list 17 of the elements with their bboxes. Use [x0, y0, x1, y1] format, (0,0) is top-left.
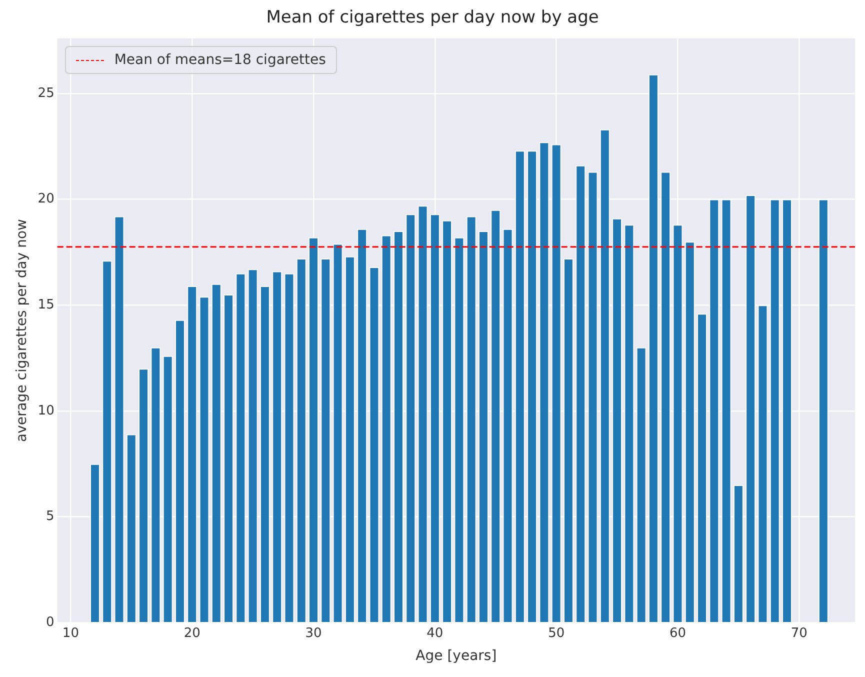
y-tick-label: 5: [46, 509, 54, 524]
x-tick-label: 20: [184, 626, 200, 641]
x-axis-title: Age [years]: [416, 648, 497, 664]
legend-label: Mean of means=18 cigarettes: [114, 52, 326, 68]
y-axis-title: average cigarettes per day now: [14, 218, 30, 442]
x-tick-label: 40: [426, 626, 444, 641]
y-tick-label: 25: [38, 86, 54, 101]
y-tick-label: 15: [38, 297, 54, 312]
x-tick-label: 50: [548, 626, 565, 641]
x-tick-label: 10: [62, 626, 79, 641]
y-tick-label: 10: [38, 403, 54, 418]
y-tick-label: 20: [38, 192, 54, 207]
x-tick-label: 70: [790, 626, 808, 641]
x-tick-label: 30: [305, 626, 322, 641]
chart-title: Mean of cigarettes per day now by age: [266, 8, 599, 28]
x-tick-label: 60: [669, 626, 686, 641]
y-tick-label: 0: [46, 614, 54, 630]
